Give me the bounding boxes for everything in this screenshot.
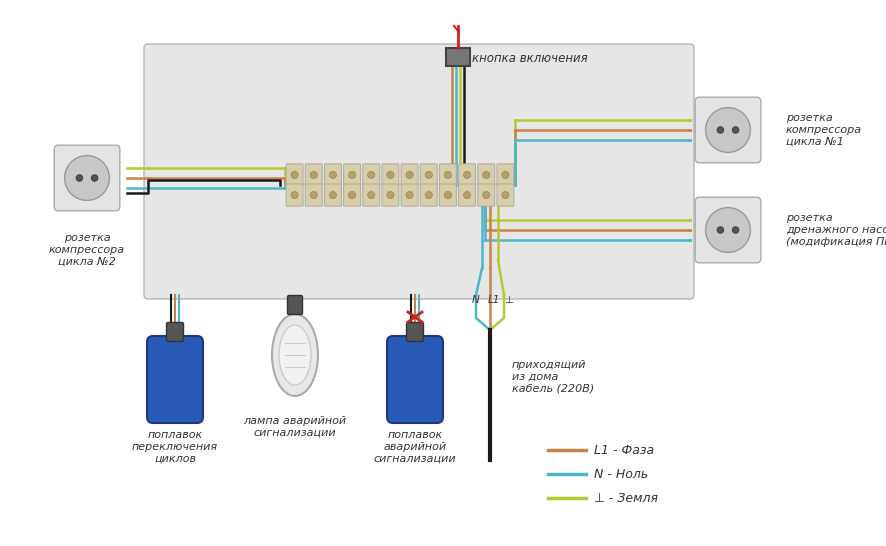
FancyBboxPatch shape [439, 184, 456, 206]
FancyBboxPatch shape [420, 164, 437, 186]
FancyBboxPatch shape [362, 164, 380, 186]
FancyBboxPatch shape [324, 164, 341, 186]
Circle shape [483, 171, 490, 179]
FancyBboxPatch shape [306, 164, 323, 186]
FancyBboxPatch shape [306, 184, 323, 206]
FancyBboxPatch shape [497, 184, 514, 206]
FancyBboxPatch shape [344, 184, 361, 206]
Circle shape [348, 171, 355, 179]
FancyBboxPatch shape [401, 164, 418, 186]
Text: приходящий
из дома
кабель (220В): приходящий из дома кабель (220В) [512, 360, 595, 393]
Circle shape [705, 207, 750, 252]
FancyBboxPatch shape [459, 164, 476, 186]
FancyBboxPatch shape [401, 184, 418, 206]
FancyBboxPatch shape [324, 184, 341, 206]
Text: лампа аварийной
сигнализации: лампа аварийной сигнализации [244, 416, 346, 437]
FancyBboxPatch shape [287, 295, 302, 314]
Text: поплавок
переключения
циклов: поплавок переключения циклов [132, 430, 218, 463]
Circle shape [463, 192, 470, 199]
FancyBboxPatch shape [420, 184, 437, 206]
Text: розетка
компрессора
цикла №1: розетка компрессора цикла №1 [786, 114, 862, 146]
Circle shape [501, 192, 509, 199]
Circle shape [330, 171, 337, 179]
FancyBboxPatch shape [147, 336, 203, 423]
FancyBboxPatch shape [497, 164, 514, 186]
Circle shape [483, 192, 490, 199]
Circle shape [425, 171, 432, 179]
FancyBboxPatch shape [696, 197, 761, 263]
Text: розетка
дренажного насоса
(модификация ПР): розетка дренажного насоса (модификация П… [786, 213, 886, 247]
Circle shape [368, 192, 375, 199]
Circle shape [65, 156, 109, 200]
Circle shape [76, 175, 82, 181]
Bar [446, 48, 470, 66]
Circle shape [291, 171, 299, 179]
Circle shape [406, 192, 413, 199]
Circle shape [406, 171, 413, 179]
FancyBboxPatch shape [478, 184, 494, 206]
FancyBboxPatch shape [407, 323, 424, 341]
Circle shape [501, 171, 509, 179]
Circle shape [348, 192, 355, 199]
FancyBboxPatch shape [478, 164, 494, 186]
Text: N - Ноль: N - Ноль [594, 467, 649, 480]
Circle shape [444, 171, 452, 179]
Circle shape [733, 127, 739, 133]
Circle shape [387, 171, 394, 179]
Circle shape [425, 192, 432, 199]
Circle shape [717, 227, 724, 233]
FancyBboxPatch shape [387, 336, 443, 423]
Circle shape [310, 192, 317, 199]
FancyBboxPatch shape [167, 323, 183, 341]
FancyBboxPatch shape [144, 44, 694, 299]
FancyBboxPatch shape [54, 145, 120, 211]
FancyBboxPatch shape [362, 184, 380, 206]
Circle shape [463, 171, 470, 179]
Circle shape [310, 171, 317, 179]
FancyBboxPatch shape [382, 164, 399, 186]
Text: L1 - Фаза: L1 - Фаза [594, 443, 654, 456]
Circle shape [717, 127, 724, 133]
Text: ⊥ - Земля: ⊥ - Земля [594, 491, 658, 505]
Circle shape [444, 192, 452, 199]
Ellipse shape [272, 314, 318, 396]
FancyBboxPatch shape [382, 184, 399, 206]
Circle shape [330, 192, 337, 199]
FancyBboxPatch shape [286, 184, 303, 206]
Circle shape [368, 171, 375, 179]
Text: ⊥: ⊥ [504, 295, 513, 305]
Text: розетка
компрессора
цикла №2: розетка компрессора цикла №2 [49, 233, 125, 266]
Circle shape [91, 175, 97, 181]
FancyBboxPatch shape [439, 164, 456, 186]
Text: L1: L1 [488, 295, 501, 305]
Circle shape [705, 108, 750, 152]
Text: N: N [472, 295, 479, 305]
FancyBboxPatch shape [459, 184, 476, 206]
Circle shape [387, 192, 394, 199]
FancyBboxPatch shape [344, 164, 361, 186]
Circle shape [733, 227, 739, 233]
FancyBboxPatch shape [696, 97, 761, 163]
FancyBboxPatch shape [286, 164, 303, 186]
Circle shape [291, 192, 299, 199]
Text: кнопка включения: кнопка включения [472, 51, 587, 64]
Text: поплавок
аварийной
сигнализации: поплавок аварийной сигнализации [374, 430, 456, 463]
Ellipse shape [279, 325, 311, 385]
